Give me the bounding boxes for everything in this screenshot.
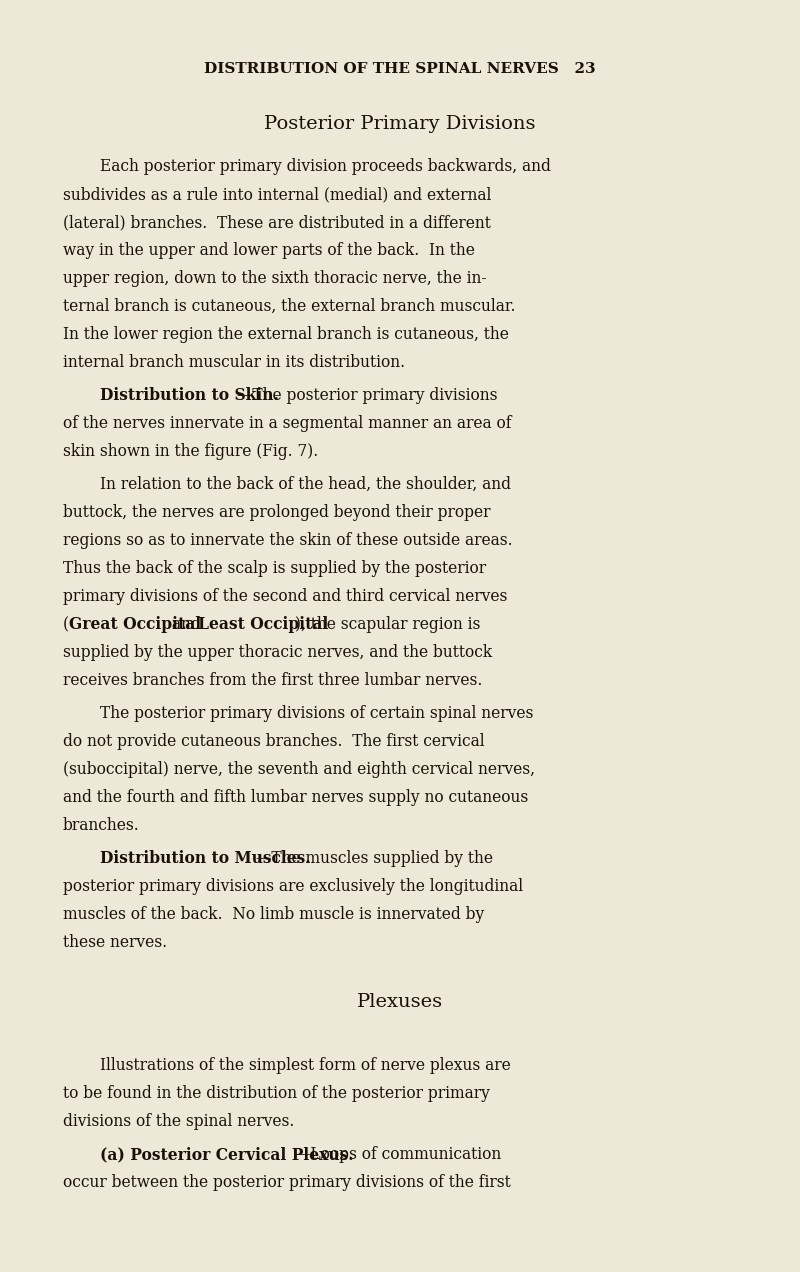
Text: (suboccipital) nerve, the seventh and eighth cervical nerves,: (suboccipital) nerve, the seventh and ei… bbox=[63, 761, 535, 778]
Text: muscles of the back.  No limb muscle is innervated by: muscles of the back. No limb muscle is i… bbox=[63, 906, 484, 923]
Text: (a) Posterior Cervical Plexus.: (a) Posterior Cervical Plexus. bbox=[100, 1146, 354, 1164]
Text: and: and bbox=[166, 616, 206, 633]
Text: these nerves.: these nerves. bbox=[63, 934, 167, 951]
Text: of the nerves innervate in a segmental manner an area of: of the nerves innervate in a segmental m… bbox=[63, 415, 511, 432]
Text: Distribution to Muscles.: Distribution to Muscles. bbox=[100, 850, 310, 868]
Text: Illustrations of the simplest form of nerve plexus are: Illustrations of the simplest form of ne… bbox=[100, 1057, 510, 1075]
Text: posterior primary divisions are exclusively the longitudinal: posterior primary divisions are exclusiv… bbox=[63, 878, 523, 895]
Text: In relation to the back of the head, the shoulder, and: In relation to the back of the head, the… bbox=[100, 476, 511, 494]
Text: In the lower region the external branch is cutaneous, the: In the lower region the external branch … bbox=[63, 326, 509, 343]
Text: and the fourth and fifth lumbar nerves supply no cutaneous: and the fourth and fifth lumbar nerves s… bbox=[63, 789, 528, 806]
Text: to be found in the distribution of the posterior primary: to be found in the distribution of the p… bbox=[63, 1085, 490, 1103]
Text: Thus the back of the scalp is supplied by the posterior: Thus the back of the scalp is supplied b… bbox=[63, 560, 486, 577]
Text: way in the upper and lower parts of the back.  In the: way in the upper and lower parts of the … bbox=[63, 242, 475, 259]
Text: divisions of the spinal nerves.: divisions of the spinal nerves. bbox=[63, 1113, 294, 1131]
Text: ), the scapular region is: ), the scapular region is bbox=[295, 616, 481, 633]
Text: Posterior Primary Divisions: Posterior Primary Divisions bbox=[264, 114, 536, 134]
Text: upper region, down to the sixth thoracic nerve, the in-: upper region, down to the sixth thoracic… bbox=[63, 270, 486, 287]
Text: Great Occipital: Great Occipital bbox=[69, 616, 202, 633]
Text: do not provide cutaneous branches.  The first cervical: do not provide cutaneous branches. The f… bbox=[63, 733, 485, 750]
Text: subdivides as a rule into internal (medial) and external: subdivides as a rule into internal (medi… bbox=[63, 186, 491, 204]
Text: skin shown in the figure (Fig. 7).: skin shown in the figure (Fig. 7). bbox=[63, 443, 318, 460]
Text: supplied by the upper thoracic nerves, and the buttock: supplied by the upper thoracic nerves, a… bbox=[63, 644, 492, 661]
Text: (lateral) branches.  These are distributed in a different: (lateral) branches. These are distribute… bbox=[63, 214, 491, 232]
Text: receives branches from the first three lumbar nerves.: receives branches from the first three l… bbox=[63, 672, 482, 689]
Text: Distribution to Skin.: Distribution to Skin. bbox=[100, 387, 279, 404]
Text: buttock, the nerves are prolonged beyond their proper: buttock, the nerves are prolonged beyond… bbox=[63, 504, 490, 522]
Text: branches.: branches. bbox=[63, 817, 140, 834]
Text: ternal branch is cutaneous, the external branch muscular.: ternal branch is cutaneous, the external… bbox=[63, 298, 515, 315]
Text: Each posterior primary division proceeds backwards, and: Each posterior primary division proceeds… bbox=[100, 158, 551, 176]
Text: The posterior primary divisions of certain spinal nerves: The posterior primary divisions of certa… bbox=[100, 705, 534, 722]
Text: occur between the posterior primary divisions of the first: occur between the posterior primary divi… bbox=[63, 1174, 510, 1192]
Text: Least Occipital: Least Occipital bbox=[198, 616, 328, 633]
Text: primary divisions of the second and third cervical nerves: primary divisions of the second and thir… bbox=[63, 588, 507, 605]
Text: —The muscles supplied by the: —The muscles supplied by the bbox=[256, 850, 493, 868]
Text: internal branch muscular in its distribution.: internal branch muscular in its distribu… bbox=[63, 354, 405, 371]
Text: (: ( bbox=[63, 616, 69, 633]
Text: DISTRIBUTION OF THE SPINAL NERVES   23: DISTRIBUTION OF THE SPINAL NERVES 23 bbox=[204, 62, 596, 76]
Text: Plexuses: Plexuses bbox=[357, 993, 443, 1011]
Text: regions so as to innervate the skin of these outside areas.: regions so as to innervate the skin of t… bbox=[63, 532, 513, 550]
Text: —The posterior primary divisions: —The posterior primary divisions bbox=[237, 387, 497, 404]
Text: —Loops of communication: —Loops of communication bbox=[295, 1146, 502, 1164]
